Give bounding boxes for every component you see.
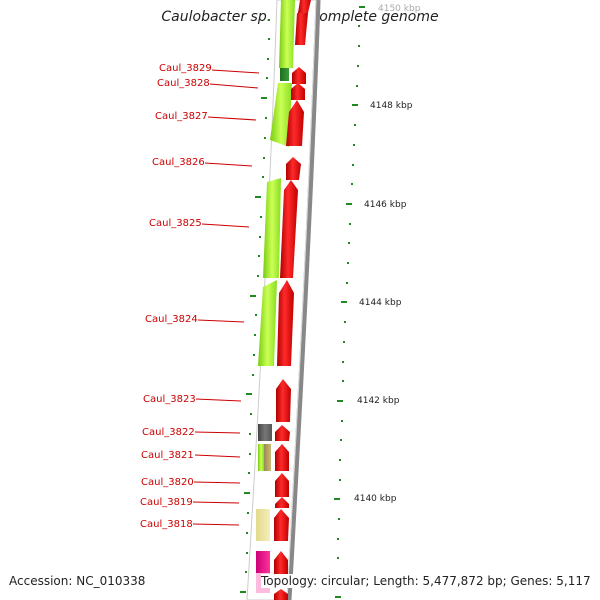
gene-forward-caul3827 [286, 100, 304, 146]
gene-label-caul3827[interactable]: Caul_3827 [155, 111, 208, 122]
gene-caul3822 [258, 424, 272, 441]
gene-label-caul3819[interactable]: Caul_3819 [140, 497, 193, 508]
gene-forward-caul3829 [292, 67, 306, 84]
gene-forward-caul3823 [276, 379, 291, 422]
gene-forward-caul3824 [277, 280, 294, 366]
kbp-label-4148: 4148 kbp [370, 101, 413, 111]
kbp-label-4140: 4140 kbp [354, 494, 397, 504]
gene-label-caul3821[interactable]: Caul_3821 [141, 450, 194, 461]
gene-label-caul3823[interactable]: Caul_3823 [143, 394, 196, 405]
gene-forward-caul3821 [275, 444, 289, 471]
gene-reverse-caul3824 [258, 280, 277, 366]
gene-reverse-caul3825 [263, 178, 281, 278]
kbp-label-4150: 4150 kbp [378, 4, 421, 14]
outer-ruler [334, 6, 365, 598]
gene-forward-caul3828 [291, 83, 305, 100]
gene-reverse-caul3821 [258, 444, 264, 471]
gene-forward-bottom-2 [274, 589, 288, 600]
gene-label-caul3822[interactable]: Caul_3822 [142, 427, 195, 438]
gene-forward-caul3820 [275, 473, 289, 497]
inner-ruler [240, 19, 270, 593]
gene-forward-caul3819 [275, 497, 289, 508]
gene-label-caul3828[interactable]: Caul_3828 [157, 78, 210, 89]
gene-reverse-caul3829 [280, 68, 289, 81]
accession-text: Accession: NC_010338 [9, 574, 146, 588]
gene-forward-caul3818 [274, 509, 289, 541]
gene-label-caul3825[interactable]: Caul_3825 [149, 218, 202, 229]
kbp-label-4146: 4146 kbp [364, 200, 407, 210]
kbp-label-4142: 4142 kbp [357, 396, 400, 406]
gene-forward-bottom [274, 551, 288, 575]
gene-label-caul3826[interactable]: Caul_3826 [152, 157, 205, 168]
gene-caul3821b [264, 444, 271, 471]
genome-backbone-line [286, 0, 321, 600]
gene-forward-caul3826 [286, 157, 301, 180]
gene-reverse-top [279, 0, 295, 68]
gene-label-caul3824[interactable]: Caul_3824 [145, 314, 198, 325]
gene-label-caul3818[interactable]: Caul_3818 [140, 519, 193, 530]
kbp-label-4144: 4144 kbp [359, 298, 402, 308]
gene-forward-caul3825 [280, 180, 298, 278]
gene-caul3818 [256, 509, 270, 541]
gene-label-leaders [192, 69, 260, 526]
gene-label-caul3820[interactable]: Caul_3820 [141, 477, 194, 488]
gene-forward-caul3822 [275, 425, 290, 441]
topology-text: Topology: circular; Length: 5,477,872 bp… [261, 574, 591, 588]
gene-label-caul3829[interactable]: Caul_3829 [159, 63, 212, 74]
genome-backbone-highlight [286, 0, 317, 600]
gene-forward-top [298, 0, 311, 13]
gene-reverse-caul3828 [270, 83, 292, 147]
gene-magenta [256, 551, 270, 573]
gene-forward-1 [295, 13, 308, 45]
